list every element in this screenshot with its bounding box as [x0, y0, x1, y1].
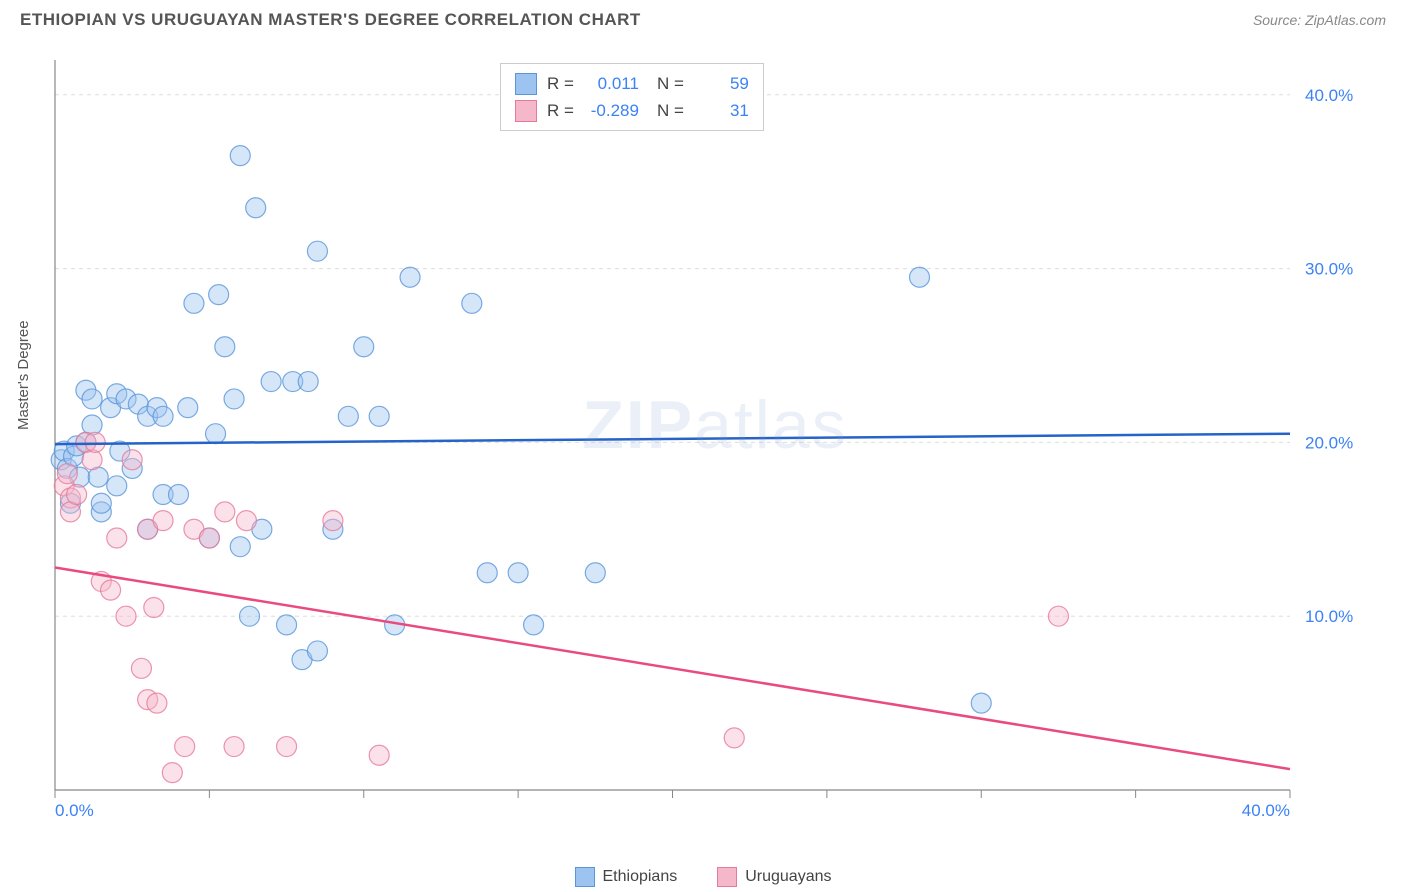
legend-swatch-icon — [515, 100, 537, 122]
legend-item-ethiopians: Ethiopians — [575, 867, 678, 887]
r-label: R = — [547, 97, 574, 124]
svg-text:0.0%: 0.0% — [55, 801, 94, 820]
chart-plot-area: 10.0%20.0%30.0%40.0%0.0%40.0% ZIPatlas R… — [50, 55, 1380, 825]
y-axis-label: Master's Degree — [15, 320, 32, 430]
svg-text:20.0%: 20.0% — [1305, 433, 1353, 452]
n-value: 59 — [694, 70, 749, 97]
svg-text:40.0%: 40.0% — [1242, 801, 1290, 820]
series-legend: Ethiopians Uruguayans — [0, 867, 1406, 887]
legend-item-uruguayans: Uruguayans — [717, 867, 831, 887]
n-label: N = — [657, 97, 684, 124]
correlation-legend-row: R = 0.011 N = 59 — [515, 70, 749, 97]
svg-text:10.0%: 10.0% — [1305, 607, 1353, 626]
svg-text:40.0%: 40.0% — [1305, 86, 1353, 105]
legend-swatch-icon — [575, 867, 595, 887]
legend-label: Ethiopians — [603, 868, 678, 886]
legend-label: Uruguayans — [745, 868, 831, 886]
svg-text:30.0%: 30.0% — [1305, 260, 1353, 279]
r-value: -0.289 — [584, 97, 639, 124]
scatter-chart-svg: 10.0% 20.0% 30.0% 40.0% 0.0% 40.0% — [50, 55, 1380, 825]
source-attribution: Source: ZipAtlas.com — [1253, 12, 1386, 28]
n-value: 31 — [694, 97, 749, 124]
legend-swatch-icon — [515, 73, 537, 95]
correlation-legend-row: R = -0.289 N = 31 — [515, 97, 749, 124]
chart-title: ETHIOPIAN VS URUGUAYAN MASTER'S DEGREE C… — [20, 10, 641, 30]
n-label: N = — [657, 70, 684, 97]
correlation-legend: R = 0.011 N = 59 R = -0.289 N = 31 — [500, 63, 764, 131]
legend-swatch-icon — [717, 867, 737, 887]
r-value: 0.011 — [584, 70, 639, 97]
r-label: R = — [547, 70, 574, 97]
